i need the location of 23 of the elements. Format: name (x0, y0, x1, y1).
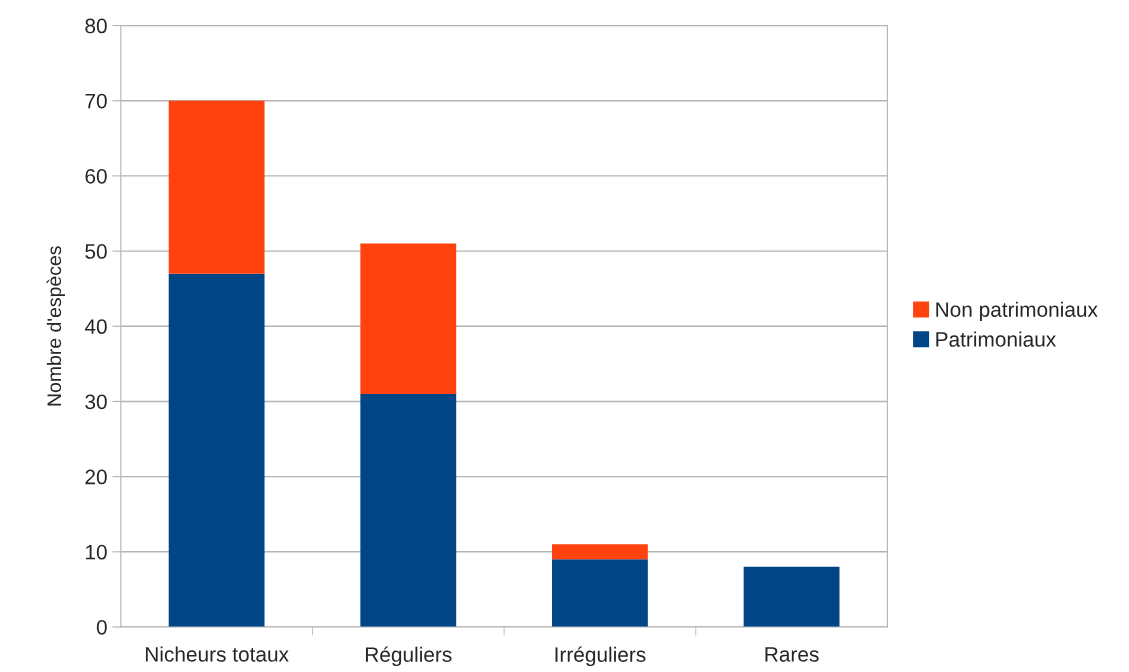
bar (743, 566, 840, 627)
bar (168, 273, 265, 627)
y-tick-label: 80 (85, 18, 107, 34)
y-tick-label: 40 (84, 319, 107, 335)
legend-label: Non patrimoniaux (936, 301, 1098, 322)
y-tick-label: 60 (85, 168, 107, 184)
y-tick-label: 50 (85, 244, 107, 259)
bar (360, 243, 457, 394)
bar (168, 100, 265, 274)
y-tick-label: 30 (85, 394, 107, 410)
x-tick-label: Rares (765, 647, 819, 662)
x-tick-label: Nicheurs totaux (145, 646, 289, 662)
bar (360, 393, 457, 627)
y-tick-label: 0 (96, 619, 107, 635)
x-tick-label: Réguliers (365, 646, 452, 667)
bar (552, 544, 648, 560)
y-axis-title: Nombre d'espèces (46, 246, 65, 406)
y-tick-label: 70 (85, 93, 107, 109)
y-tick-label: 10 (86, 544, 107, 560)
x-tick-label: Irréguliers (555, 646, 646, 667)
legend-label: Patrimoniaux (936, 331, 1056, 347)
y-tick-label: 20 (85, 469, 107, 485)
bar (552, 559, 648, 627)
